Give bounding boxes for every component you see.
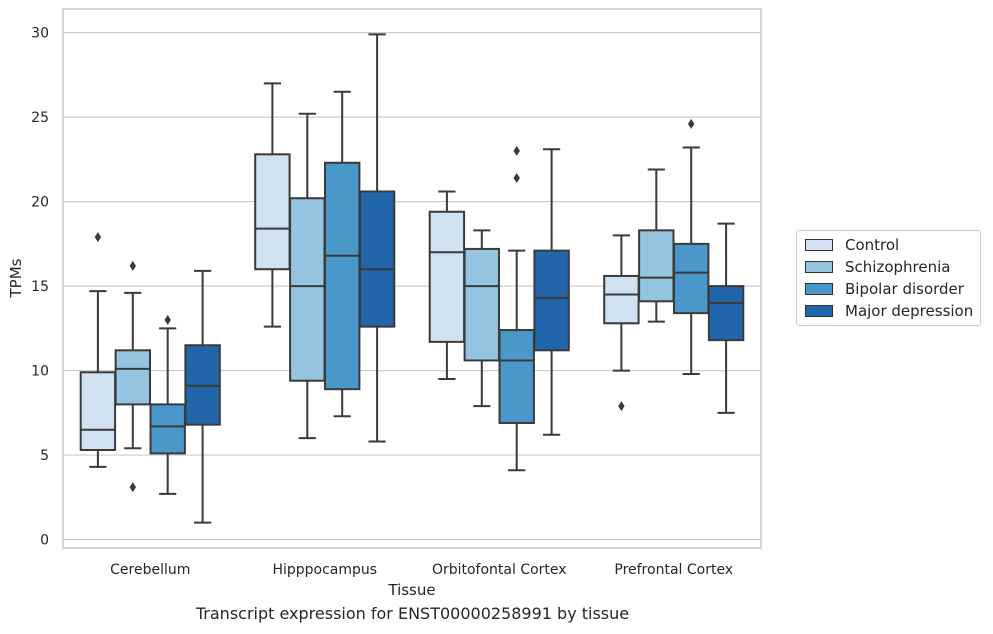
y-tick-label: 5 [40, 448, 49, 464]
figure-caption: Transcript expression for ENST0000025899… [195, 604, 630, 623]
box [673, 242, 710, 315]
y-tick-label: 30 [31, 26, 49, 42]
x-tick-label: Cerebellum [110, 562, 190, 578]
y-axis-label: TPMs [7, 258, 25, 298]
legend-swatch-control [805, 239, 833, 251]
legend-swatch-major-depression [805, 305, 833, 317]
x-axis-label: Tissue [387, 581, 435, 599]
outlier-point [688, 118, 695, 129]
legend-item-bipolar: Bipolar disorder [805, 279, 964, 299]
legend-item-schizophrenia: Schizophrenia [805, 257, 950, 277]
box [324, 161, 361, 391]
boxes [79, 33, 745, 524]
box [358, 190, 396, 328]
legend-item-control: Control [805, 235, 899, 255]
outlier-point [164, 314, 171, 325]
outlier-point [129, 482, 136, 493]
outlier-point [618, 401, 625, 412]
box-plot-chart: 0 5 10 15 20 25 30 Cerebellum Hipppocampus Orbit… [7, 8, 762, 599]
box [289, 197, 326, 382]
legend-item-major-depression: Major depression [805, 301, 973, 321]
legend-swatch-schizophrenia [805, 261, 833, 273]
box [638, 229, 675, 303]
x-tick-labels: Cerebellum Hipppocampus Orbitofontal Corte… [110, 562, 733, 578]
x-tick-label: Hipppocampus [272, 562, 377, 578]
outlier-point [129, 260, 136, 271]
legend-swatch-bipolar [805, 283, 833, 295]
box [428, 210, 466, 343]
outlier-point [513, 145, 520, 156]
legend-label-bipolar: Bipolar disorder [845, 280, 964, 298]
box [254, 153, 291, 271]
box [114, 349, 151, 406]
y-tick-label: 25 [31, 110, 49, 126]
y-tick-label: 0 [40, 533, 49, 549]
box [603, 274, 640, 325]
box [149, 403, 186, 455]
x-tick-label: Orbitofontal Cortex [432, 562, 567, 578]
legend-label-control: Control [845, 236, 900, 254]
x-tick-label: Prefrontal Cortex [614, 562, 733, 578]
outlier-point [513, 172, 520, 183]
y-tick-labels: 0 5 10 15 20 25 30 [31, 26, 49, 549]
y-tick-label: 20 [31, 195, 49, 211]
y-tick-label: 10 [31, 364, 49, 380]
legend-label-schizophrenia: Schizophrenia [845, 258, 951, 276]
box [498, 329, 535, 424]
box [463, 247, 500, 362]
legend-label-major-depression: Major depression [845, 302, 974, 320]
gridlines [63, 32, 761, 541]
box [707, 285, 745, 342]
legend: Control Schizophrenia Bipolar disorder M… [796, 230, 981, 326]
y-tick-label: 15 [31, 279, 49, 295]
outlier-point [94, 232, 102, 243]
box [79, 371, 117, 451]
box [533, 249, 570, 352]
